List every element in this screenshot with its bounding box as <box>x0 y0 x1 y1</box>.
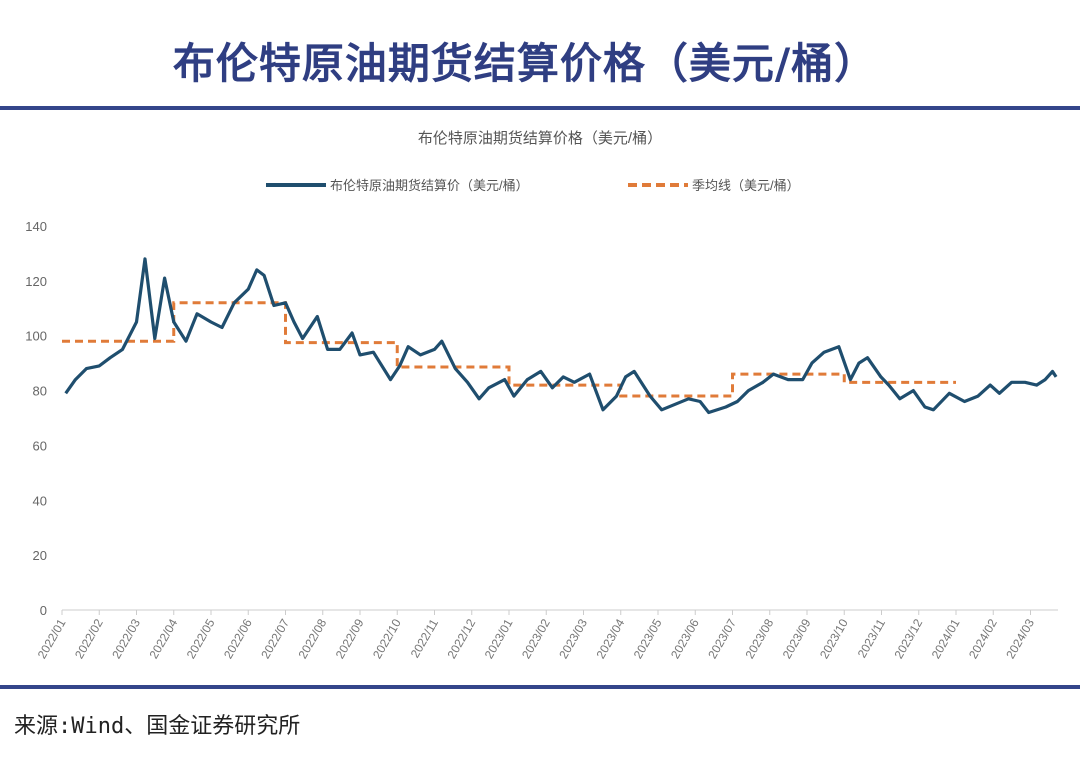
y-tick-label: 80 <box>33 384 47 399</box>
bottom-divider <box>0 685 1080 689</box>
x-tick-label: 2024/02 <box>966 616 1000 661</box>
x-tick-label: 2022/12 <box>445 616 479 661</box>
x-tick-label: 2022/04 <box>147 616 181 661</box>
y-tick-label: 140 <box>25 219 47 234</box>
x-tick-label: 2022/03 <box>109 616 143 661</box>
y-tick-label: 60 <box>33 438 47 453</box>
x-tick-label: 2022/05 <box>184 616 218 661</box>
y-tick-label: 0 <box>40 603 47 618</box>
x-tick-label: 2022/09 <box>333 616 367 661</box>
x-tick-label: 2022/07 <box>258 616 292 661</box>
x-tick-label: 2024/03 <box>1003 616 1037 661</box>
x-tick-label: 2023/05 <box>631 616 665 661</box>
y-tick-label: 100 <box>25 329 47 344</box>
x-tick-label: 2023/02 <box>519 616 553 661</box>
legend-avg-label: 季均线（美元/桶） <box>692 178 800 193</box>
x-tick-label: 2022/02 <box>72 616 106 661</box>
x-tick-label: 2023/10 <box>817 616 851 661</box>
x-tick-label: 2023/11 <box>855 616 889 660</box>
legend: 布伦特原油期货结算价（美元/桶） 季均线（美元/桶） <box>266 178 800 193</box>
y-tick-label: 120 <box>25 274 47 289</box>
chart: 布伦特原油期货结算价格（美元/桶） 布伦特原油期货结算价（美元/桶） 季均线（美… <box>25 129 1058 661</box>
x-tick-label: 2022/10 <box>370 616 404 661</box>
x-tick-label: 2023/07 <box>705 616 739 661</box>
x-tick-label: 2024/01 <box>929 616 963 661</box>
x-tick-label: 2023/09 <box>780 616 814 661</box>
y-tick-label: 20 <box>33 548 47 563</box>
x-tick-label: 2022/08 <box>296 616 330 661</box>
x-tick-label: 2023/06 <box>668 616 702 661</box>
x-tick-label: 2023/01 <box>482 616 516 661</box>
x-tick-label: 2023/03 <box>556 616 590 661</box>
x-tick-label: 2022/06 <box>221 616 255 661</box>
top-divider <box>0 106 1080 110</box>
price-series-line <box>64 257 1058 415</box>
x-tick-label: 2023/12 <box>892 616 926 661</box>
y-tick-label: 40 <box>33 493 47 508</box>
page-title: 布伦特原油期货结算价格（美元/桶） <box>172 39 878 88</box>
chart-title: 布伦特原油期货结算价格（美元/桶） <box>418 129 662 147</box>
x-tick-label: 2023/04 <box>594 616 628 661</box>
x-tick-label: 2022/11 <box>408 616 442 660</box>
source-note: 来源:Wind、国金证券研究所 <box>14 714 301 739</box>
legend-price-label: 布伦特原油期货结算价（美元/桶） <box>330 178 529 193</box>
x-tick-label: 2022/01 <box>35 616 69 661</box>
x-tick-label: 2023/08 <box>743 616 777 661</box>
